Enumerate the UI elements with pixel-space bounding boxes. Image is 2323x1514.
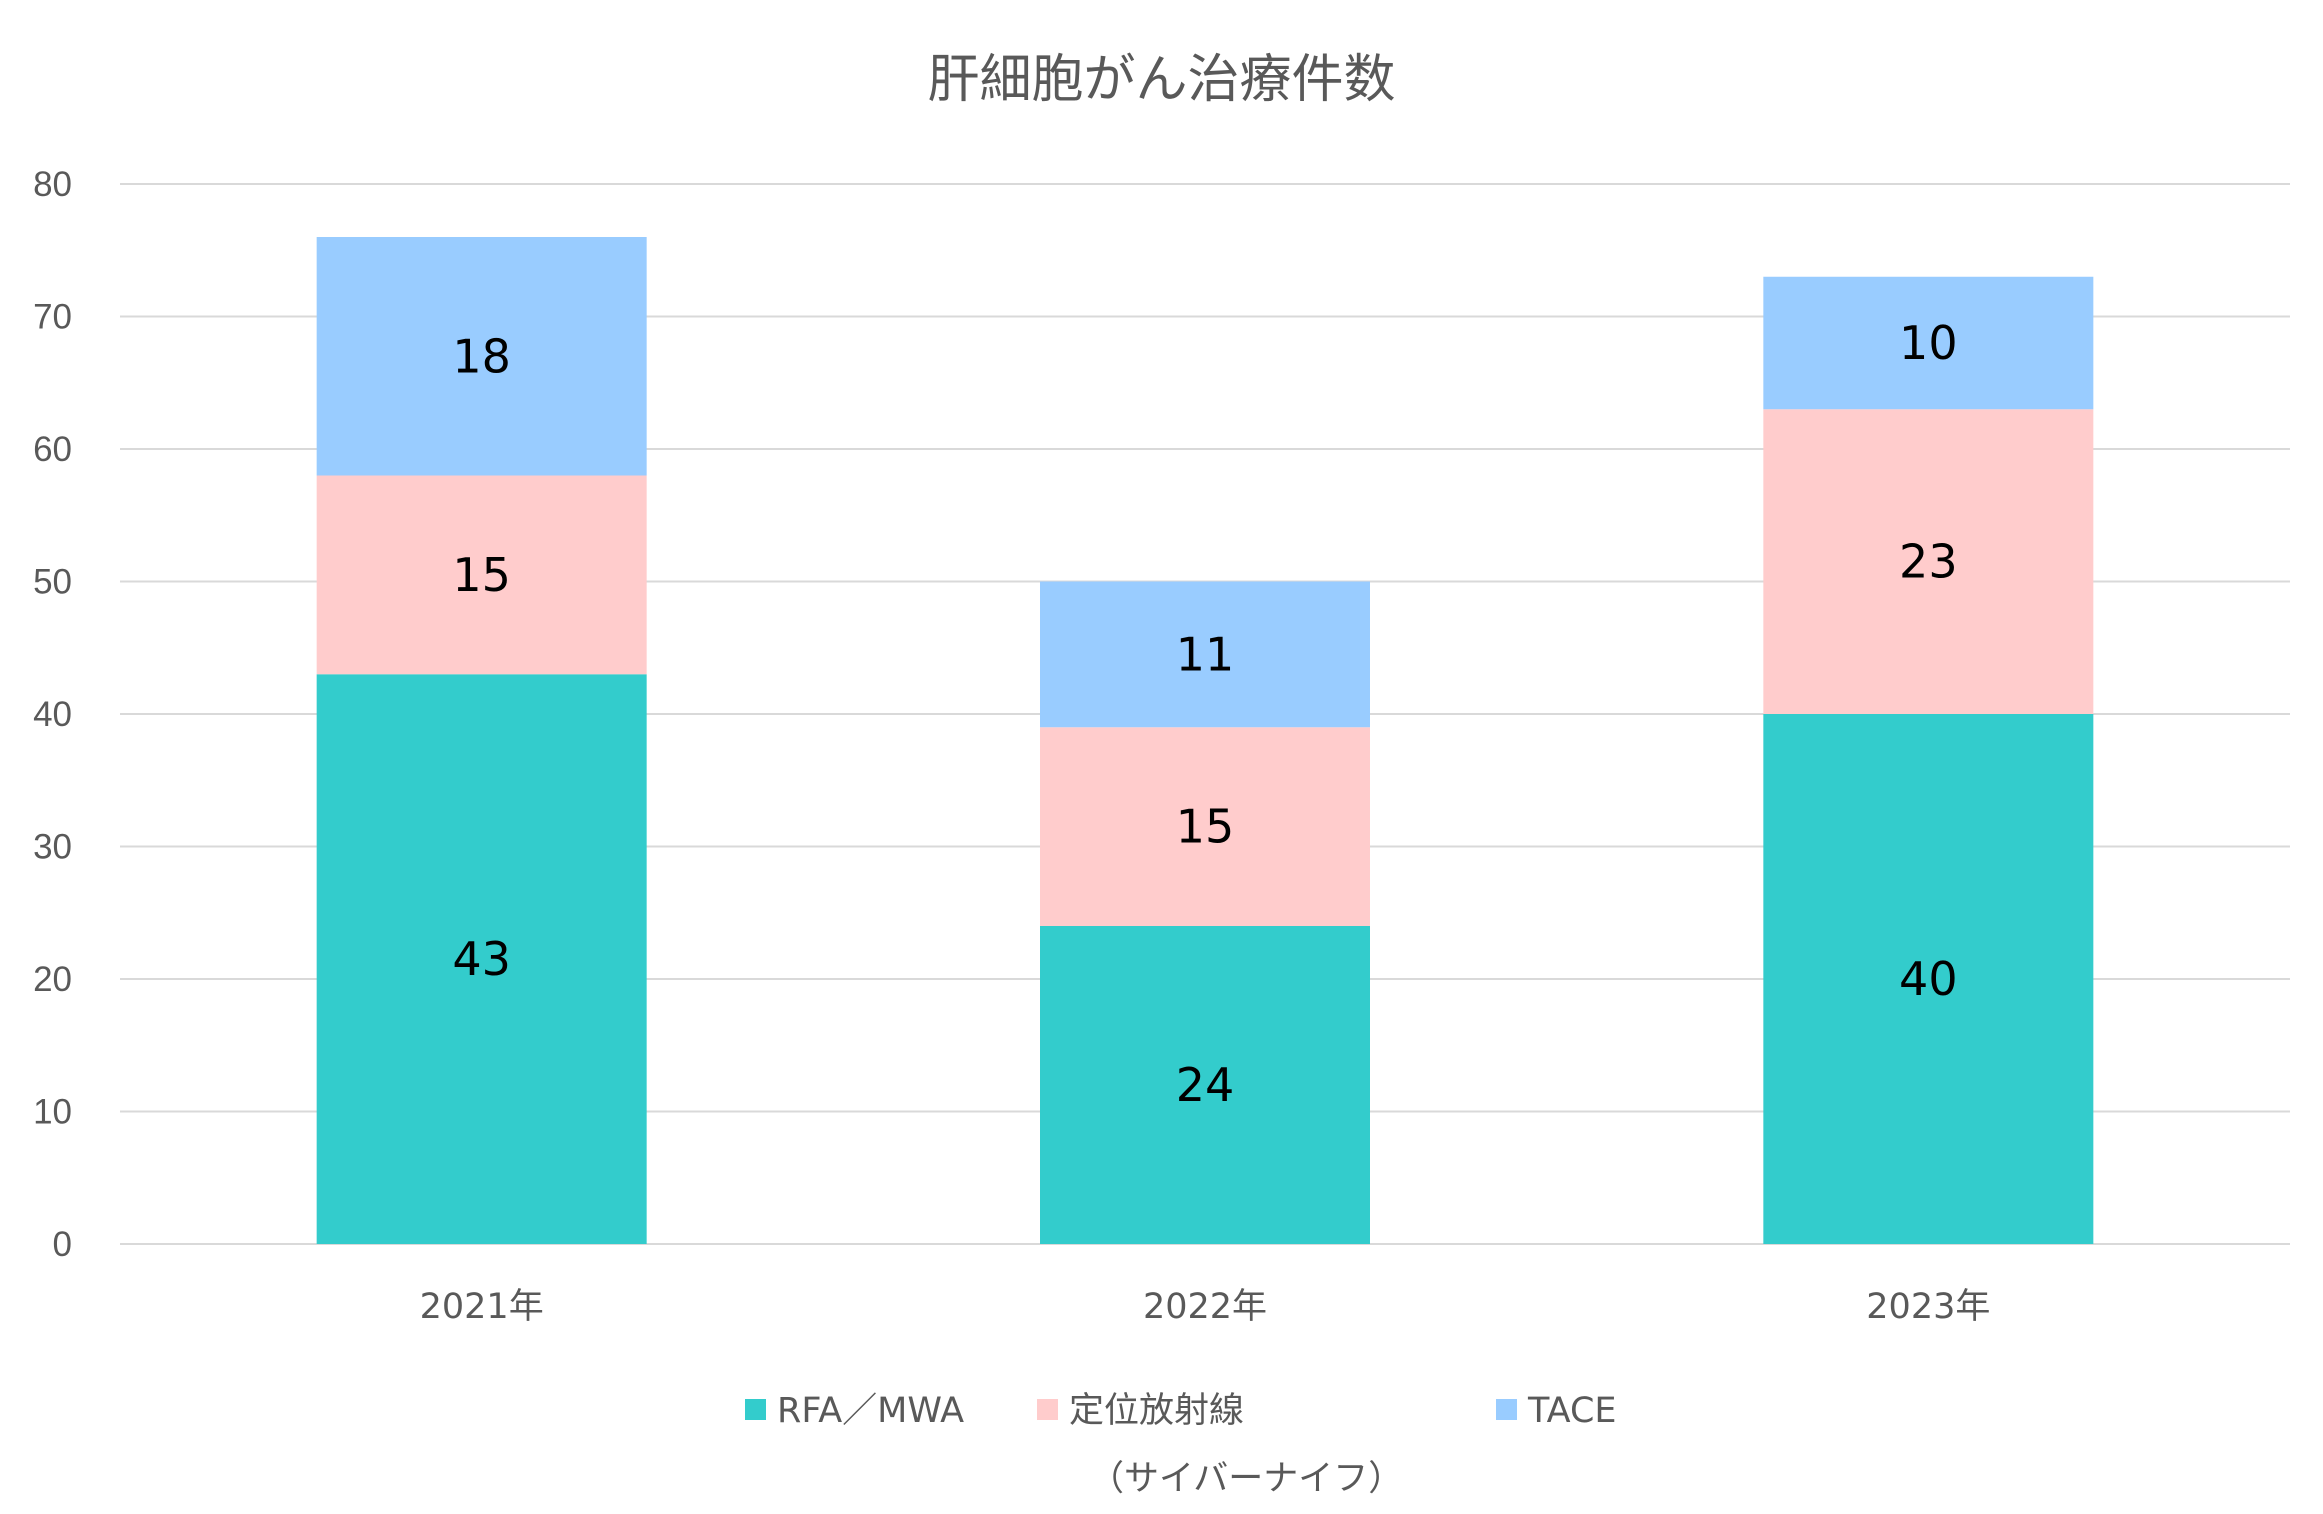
- bars: [316, 237, 2094, 1244]
- legend-item: TACE: [1496, 1391, 1617, 1431]
- bar-segment: [316, 237, 647, 476]
- y-tick-label: 60: [33, 430, 72, 469]
- legend-label: 定位放射線: [1069, 1391, 1244, 1431]
- x-axis-ticks: 2021年 2022年 2023年: [420, 1287, 1991, 1327]
- legend-item: 定位放射線 （サイバーナイフ）: [1037, 1391, 1403, 1499]
- legend-label: TACE: [1527, 1391, 1617, 1431]
- x-tick-label: 2022年: [1143, 1287, 1267, 1327]
- data-label: 10: [1899, 316, 1958, 370]
- bar-segment: [1040, 926, 1370, 1244]
- y-axis-ticks: 0 10 20 30 40 50 60 70 80: [33, 165, 72, 1264]
- legend-label: RFA／MWA: [777, 1391, 964, 1431]
- bar-segment: [316, 475, 647, 675]
- y-tick-label: 10: [33, 1093, 72, 1132]
- y-tick-label: 80: [33, 165, 72, 204]
- y-tick-label: 40: [33, 695, 72, 734]
- bar-segment: [316, 674, 647, 1244]
- data-label: 24: [1176, 1058, 1235, 1112]
- bar-segment: [1763, 409, 2094, 714]
- bar-segment: [1763, 714, 2094, 1244]
- chart-title: 肝細胞がん治療件数: [927, 50, 1395, 110]
- legend-swatch: [1496, 1399, 1517, 1420]
- y-tick-label: 50: [33, 563, 72, 602]
- y-tick-label: 70: [33, 298, 72, 337]
- y-tick-label: 20: [33, 960, 72, 999]
- data-label: 18: [452, 329, 511, 383]
- bar-segment: [1763, 276, 2094, 410]
- bar-segment: [1040, 727, 1370, 926]
- data-label: 11: [1176, 627, 1235, 681]
- x-tick-label: 2023年: [1866, 1287, 1990, 1327]
- legend-swatch: [745, 1399, 766, 1420]
- data-label: 15: [452, 548, 511, 602]
- data-label: 43: [452, 932, 511, 986]
- y-tick-label: 30: [33, 828, 72, 867]
- data-label: 23: [1899, 535, 1958, 589]
- y-tick-label: 0: [53, 1225, 72, 1264]
- legend: RFA／MWA 定位放射線 （サイバーナイフ） TACE: [745, 1391, 1617, 1499]
- legend-swatch: [1037, 1399, 1058, 1420]
- x-tick-label: 2021年: [420, 1287, 544, 1327]
- bar-segment: [1040, 581, 1370, 728]
- data-label: 40: [1899, 952, 1958, 1006]
- data-label: 15: [1176, 800, 1235, 854]
- legend-label: （サイバーナイフ）: [1089, 1459, 1403, 1499]
- legend-item: RFA／MWA: [745, 1391, 964, 1431]
- data-labels: 43 15 18 24 15 11 40 23 10: [452, 316, 1957, 1112]
